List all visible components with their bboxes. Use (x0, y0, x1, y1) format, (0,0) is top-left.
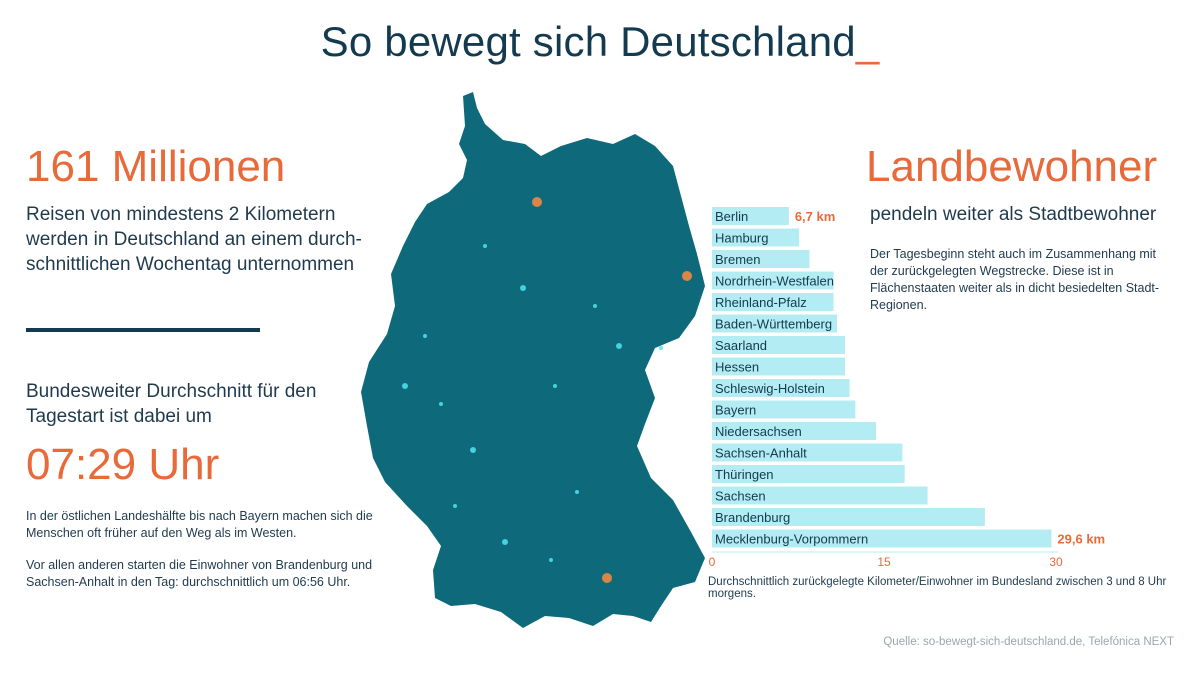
bar-label: Sachsen (715, 489, 766, 504)
trips-description: Reisen von mindestens 2 Kilometern werde… (26, 204, 362, 275)
trips-headline: 161 Millionen (26, 142, 286, 191)
bar (712, 293, 834, 311)
bar-label: Mecklenburg-Vorpommern (715, 532, 868, 547)
bar (712, 336, 846, 354)
bar-label: Nordrhein-Westfalen (715, 274, 834, 289)
bar-label: Hessen (715, 360, 759, 375)
average-start-time: 07:29 Uhr (26, 440, 220, 489)
bar (712, 443, 903, 462)
source-note: Quelle: so-bewegt-sich-deutschland.de, T… (883, 636, 1174, 648)
bar-label: Bayern (715, 403, 756, 418)
x-tick-label: 0 (709, 555, 716, 569)
bar (712, 422, 876, 440)
bar-label: Saarland (715, 338, 767, 353)
bar-label: Rheinland-Pfalz (715, 295, 807, 310)
bar-label: Sachsen-Anhalt (715, 446, 807, 461)
rural-subheadline: pendeln weiter als Stadtbewohner (870, 204, 1157, 225)
x-tick-label: 30 (1049, 555, 1063, 569)
city-hotspots (402, 197, 692, 583)
east-west-note: In der östlichen Landeshälfte bis nach B… (26, 509, 373, 540)
bar-label: Brandenburg (715, 510, 790, 525)
germany-map (361, 92, 705, 628)
bar (712, 529, 1052, 548)
bar (712, 486, 928, 505)
bar-label: Schleswig-Holstein (715, 381, 825, 396)
bar (712, 508, 985, 526)
bar-label: Berlin (715, 209, 748, 224)
bar (712, 207, 789, 225)
x-tick-label: 15 (877, 555, 891, 569)
bar (712, 314, 837, 333)
bar-label: Bremen (715, 252, 761, 267)
value-label: 29,6 km (1057, 532, 1105, 547)
bar-label: Baden-Württemberg (715, 317, 832, 332)
page-title: So bewegt sich Deutschland_ (0, 18, 1200, 66)
x-tick-group: 0 15 30 (709, 555, 1063, 569)
bar-label: Thüringen (715, 467, 774, 482)
bar-group: Berlin Hamburg Bremen Nordrhein-Westfalen Rh… (712, 207, 1105, 548)
section-divider (26, 328, 260, 332)
bar (712, 250, 810, 268)
bar (712, 357, 846, 376)
title-text: So bewegt sich Deutschland (320, 18, 856, 65)
earliest-start-note: Vor allen anderen starten die Einwohner … (26, 558, 373, 589)
bar (712, 379, 850, 397)
bar-label: Hamburg (715, 231, 768, 246)
chart-caption: Durchschnittlich zurückgelegte Kilometer… (708, 576, 1167, 600)
bar (712, 271, 834, 290)
bar (712, 228, 800, 247)
title-cursor: _ (855, 18, 880, 65)
germany-map-shape (361, 92, 705, 628)
average-start-text: Bundesweiter Durchschnitt für den Tagest… (26, 381, 317, 427)
bar-label: Niedersachsen (715, 424, 802, 439)
value-label: 6,7 km (795, 209, 835, 224)
commute-distance-chart: Berlin Hamburg Bremen Nordrhein-Westfalen Rh… (709, 207, 1105, 569)
rural-description: Der Tagesbeginn steht auch im Zusammenha… (870, 247, 1160, 312)
bar (712, 465, 905, 483)
rural-headline: Landbewohner (866, 142, 1158, 191)
bar (712, 400, 856, 419)
